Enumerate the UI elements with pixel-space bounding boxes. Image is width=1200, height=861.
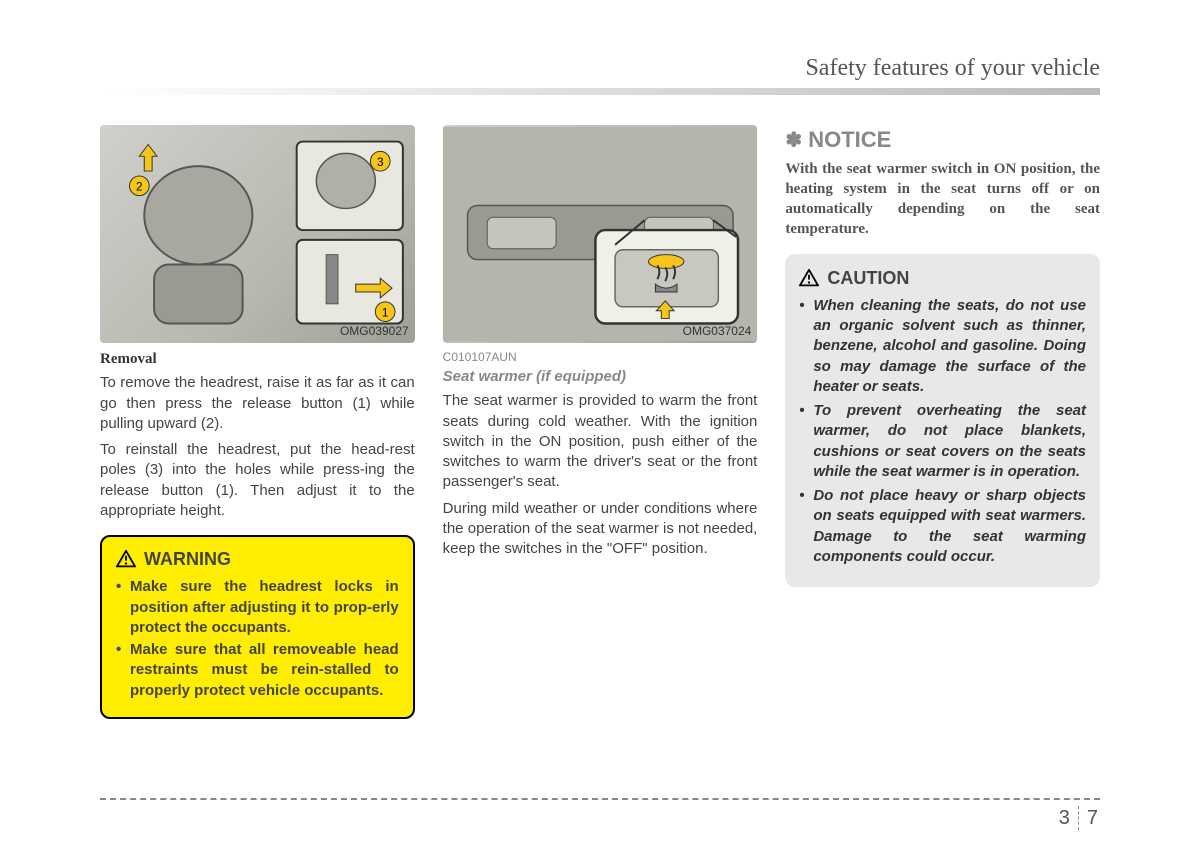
svg-text:2: 2 (136, 180, 143, 194)
caution-item: When cleaning the seats, do not use an o… (799, 296, 1086, 397)
caution-item: To prevent overheating the seat warmer, … (799, 401, 1086, 482)
caution-item: Do not place heavy or sharp objects on s… (799, 486, 1086, 567)
removal-para-1: To remove the headrest, raise it as far … (100, 373, 415, 434)
seat-warmer-para-2: During mild weather or under conditions … (443, 499, 758, 560)
removal-heading: Removal (100, 349, 415, 369)
page-content: Safety features of your vehicle 2 3 (100, 55, 1100, 719)
image-code: OMG037024 (683, 323, 752, 339)
column-2: OMG037024 C010107AUN Seat warmer (if equ… (443, 125, 758, 719)
caution-label: CAUTION (827, 266, 909, 290)
columns-container: 2 3 1 OMG039027 Removal To remove the he… (100, 125, 1100, 719)
column-1: 2 3 1 OMG039027 Removal To remove the he… (100, 125, 415, 719)
page-num-divider (1078, 806, 1079, 830)
seat-warmer-diagram-icon (443, 125, 758, 343)
headrest-diagram-icon: 2 3 1 (100, 125, 415, 343)
section-header: Safety features of your vehicle (100, 55, 1100, 88)
warning-triangle-icon (116, 550, 136, 568)
removal-para-2: To reinstall the headrest, put the head-… (100, 440, 415, 521)
seat-warmer-para-1: The seat warmer is provided to warm the … (443, 391, 758, 492)
seat-warmer-heading: Seat warmer (if equipped) (443, 367, 758, 387)
chapter-number: 3 (1059, 807, 1070, 830)
header-underline (100, 88, 1100, 95)
svg-text:3: 3 (377, 155, 384, 169)
caution-triangle-icon (799, 269, 819, 287)
warning-item: Make sure that all removeable head restr… (116, 640, 399, 701)
notice-star-icon: ✽ (785, 130, 802, 152)
warning-title: WARNING (116, 547, 399, 571)
notice-text: With the seat warmer switch in ON positi… (785, 159, 1100, 240)
image-code: OMG039027 (340, 323, 409, 339)
notice-label: NOTICE (808, 127, 891, 152)
page-number: 3 7 (1059, 806, 1098, 830)
warning-list: Make sure the headrest locks in position… (116, 577, 399, 701)
warning-box: WARNING Make sure the headrest locks in … (100, 535, 415, 719)
caution-title: CAUTION (799, 266, 1086, 290)
notice-title: ✽ NOTICE (785, 125, 1100, 155)
caution-box: CAUTION When cleaning the seats, do not … (785, 254, 1100, 588)
footer-divider (100, 798, 1100, 800)
svg-text:1: 1 (382, 306, 389, 320)
page-number-value: 7 (1087, 807, 1098, 830)
warning-item: Make sure the headrest locks in position… (116, 577, 399, 638)
reference-code: C010107AUN (443, 349, 758, 365)
column-3: ✽ NOTICE With the seat warmer switch in … (785, 125, 1100, 719)
illustration-headrest: 2 3 1 OMG039027 (100, 125, 415, 343)
caution-list: When cleaning the seats, do not use an o… (799, 296, 1086, 567)
warning-label: WARNING (144, 547, 231, 571)
illustration-seat-warmer: OMG037024 (443, 125, 758, 343)
